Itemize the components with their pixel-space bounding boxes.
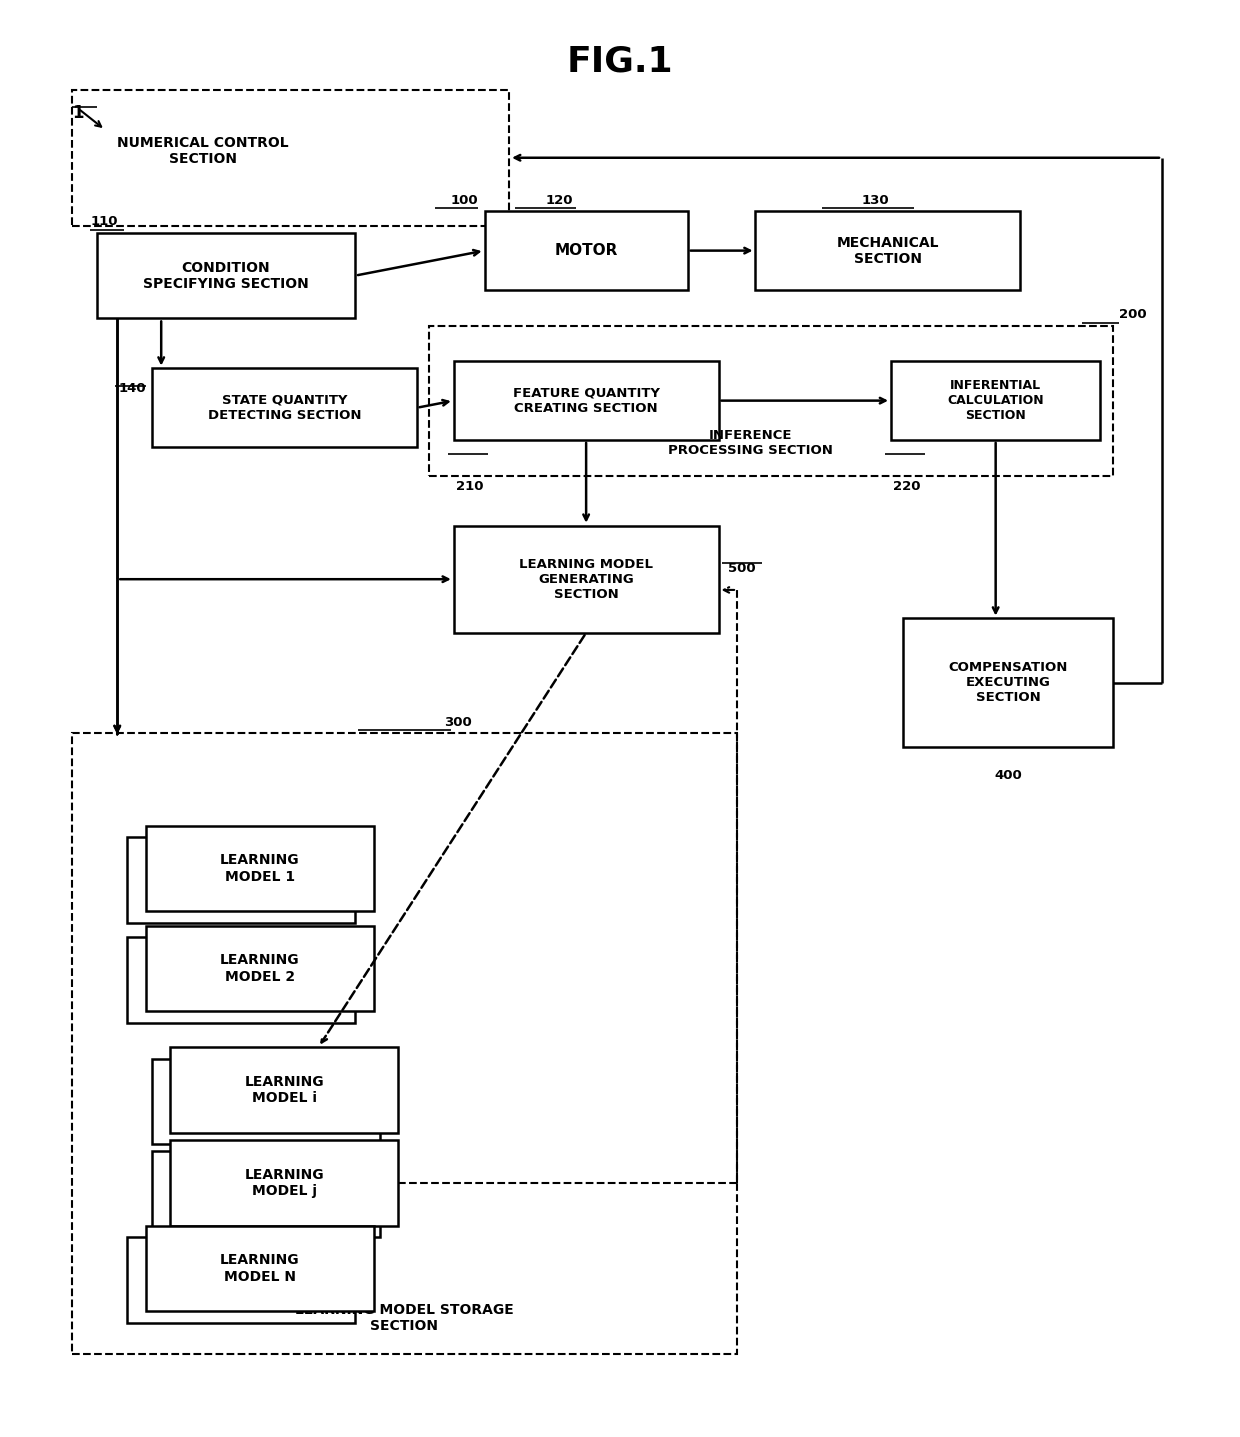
Text: 200: 200	[1118, 309, 1147, 322]
Text: 210: 210	[456, 480, 484, 493]
Text: LEARNING MODEL
GENERATING
SECTION: LEARNING MODEL GENERATING SECTION	[520, 558, 653, 601]
Text: MOTOR: MOTOR	[554, 243, 618, 259]
Text: LEARNING
MODEL N: LEARNING MODEL N	[219, 1253, 300, 1283]
Text: CONDITION
SPECIFYING SECTION: CONDITION SPECIFYING SECTION	[143, 260, 309, 290]
Text: 140: 140	[118, 382, 146, 395]
Bar	[128, 937, 355, 1023]
Bar	[153, 1059, 379, 1144]
Bar	[170, 1048, 398, 1132]
Bar	[128, 1237, 355, 1323]
Text: INFERENCE
PROCESSING SECTION: INFERENCE PROCESSING SECTION	[668, 430, 833, 457]
Bar	[72, 733, 737, 1354]
Text: LEARNING
MODEL 1: LEARNING MODEL 1	[219, 854, 300, 884]
Text: 100: 100	[450, 194, 479, 207]
Bar	[72, 91, 510, 226]
Bar	[153, 1151, 379, 1237]
Bar	[429, 326, 1112, 476]
Bar	[903, 618, 1112, 747]
Text: 400: 400	[994, 769, 1022, 782]
Text: 300: 300	[444, 716, 472, 729]
Text: INFERENTIAL
CALCULATION
SECTION: INFERENTIAL CALCULATION SECTION	[947, 379, 1044, 422]
Bar	[454, 361, 718, 440]
Text: 500: 500	[728, 562, 756, 575]
Text: 130: 130	[862, 194, 889, 207]
Text: STATE QUANTITY
DETECTING SECTION: STATE QUANTITY DETECTING SECTION	[207, 394, 361, 422]
Text: 220: 220	[894, 480, 921, 493]
Bar	[146, 925, 373, 1012]
Text: LEARNING
MODEL 2: LEARNING MODEL 2	[219, 953, 300, 983]
Text: COMPENSATION
EXECUTING
SECTION: COMPENSATION EXECUTING SECTION	[949, 661, 1068, 704]
Bar	[485, 211, 688, 290]
Bar	[128, 838, 355, 923]
Text: LEARNING MODEL STORAGE
SECTION: LEARNING MODEL STORAGE SECTION	[295, 1302, 513, 1334]
Text: NUMERICAL CONTROL
SECTION: NUMERICAL CONTROL SECTION	[118, 137, 289, 167]
Bar	[892, 361, 1100, 440]
Text: 1: 1	[72, 103, 83, 122]
Text: LEARNING
MODEL j: LEARNING MODEL j	[244, 1168, 324, 1198]
Bar	[170, 1140, 398, 1226]
Text: FEATURE QUANTITY
CREATING SECTION: FEATURE QUANTITY CREATING SECTION	[512, 387, 660, 415]
Text: MECHANICAL
SECTION: MECHANICAL SECTION	[837, 236, 939, 266]
Text: LEARNING
MODEL i: LEARNING MODEL i	[244, 1075, 324, 1105]
Text: 120: 120	[546, 194, 573, 207]
Bar	[755, 211, 1021, 290]
Bar	[454, 526, 718, 632]
Bar	[146, 1226, 373, 1312]
Bar	[153, 368, 417, 447]
Text: 110: 110	[91, 216, 118, 228]
Bar	[97, 233, 355, 319]
Bar	[146, 826, 373, 911]
Text: FIG.1: FIG.1	[567, 45, 673, 78]
